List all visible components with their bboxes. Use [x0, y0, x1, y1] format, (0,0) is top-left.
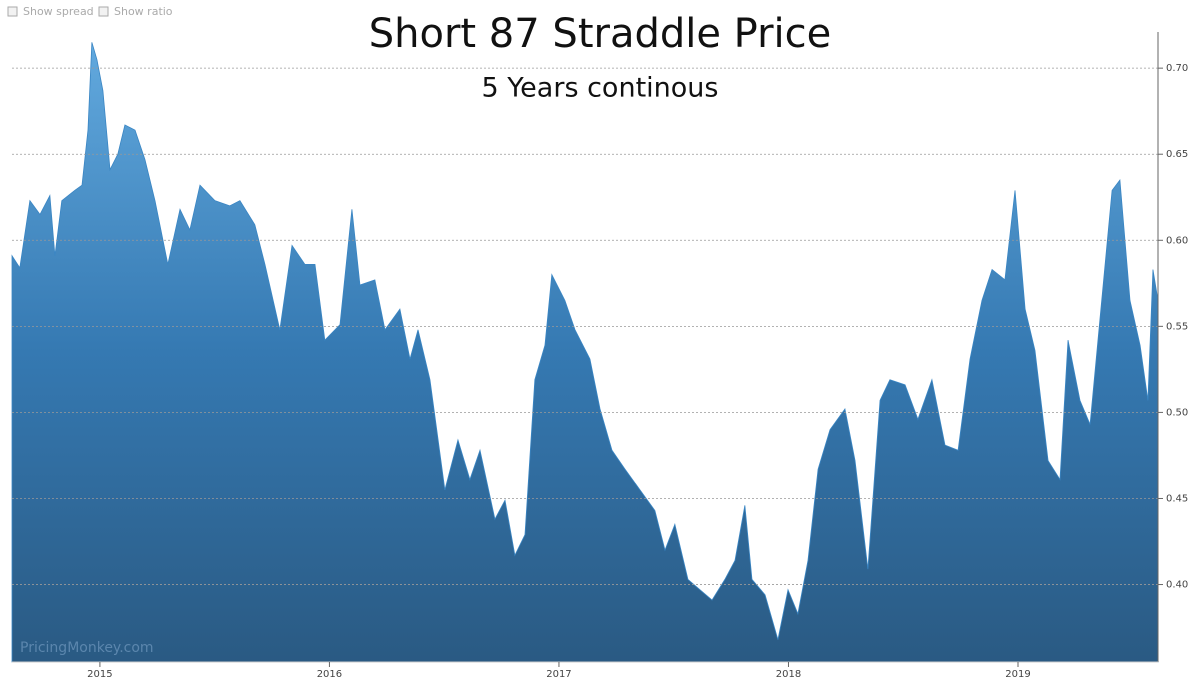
chart-subtitle: 5 Years continous [482, 73, 719, 104]
checkbox[interactable] [7, 6, 18, 17]
area [11, 42, 1159, 663]
y-tick-label: 0.65 [1166, 149, 1188, 160]
control[interactable]: Show spread [7, 5, 94, 18]
checkbox[interactable] [98, 6, 109, 17]
control-label[interactable]: Show ratio [114, 5, 173, 18]
x-tick-label: 2015 [87, 669, 112, 680]
y-tick-label: 0.55 [1166, 321, 1188, 332]
x-tick-label: 2018 [776, 669, 801, 680]
control[interactable]: Show ratio [98, 5, 173, 18]
y-tick-label: 0.60 [1166, 235, 1188, 246]
plot: 0.40 0.45 0.50 0.55 0.60 0.65 0.70 2015 2016 2017… [11, 32, 1188, 680]
x-tick-label: 2016 [317, 669, 342, 680]
y-tick-label: 0.70 [1166, 63, 1188, 74]
control-label[interactable]: Show spread [23, 5, 94, 18]
y-tick-label: 0.45 [1166, 493, 1188, 504]
y-tick-label: 0.40 [1166, 580, 1188, 591]
x-tick-label: 2019 [1005, 669, 1030, 680]
x-tick-label: 2017 [546, 669, 571, 680]
watermark: PricingMonkey.com [20, 640, 154, 656]
y-tick-label: 0.50 [1166, 407, 1188, 418]
chart-title: Short 87 Straddle Price [369, 11, 832, 57]
